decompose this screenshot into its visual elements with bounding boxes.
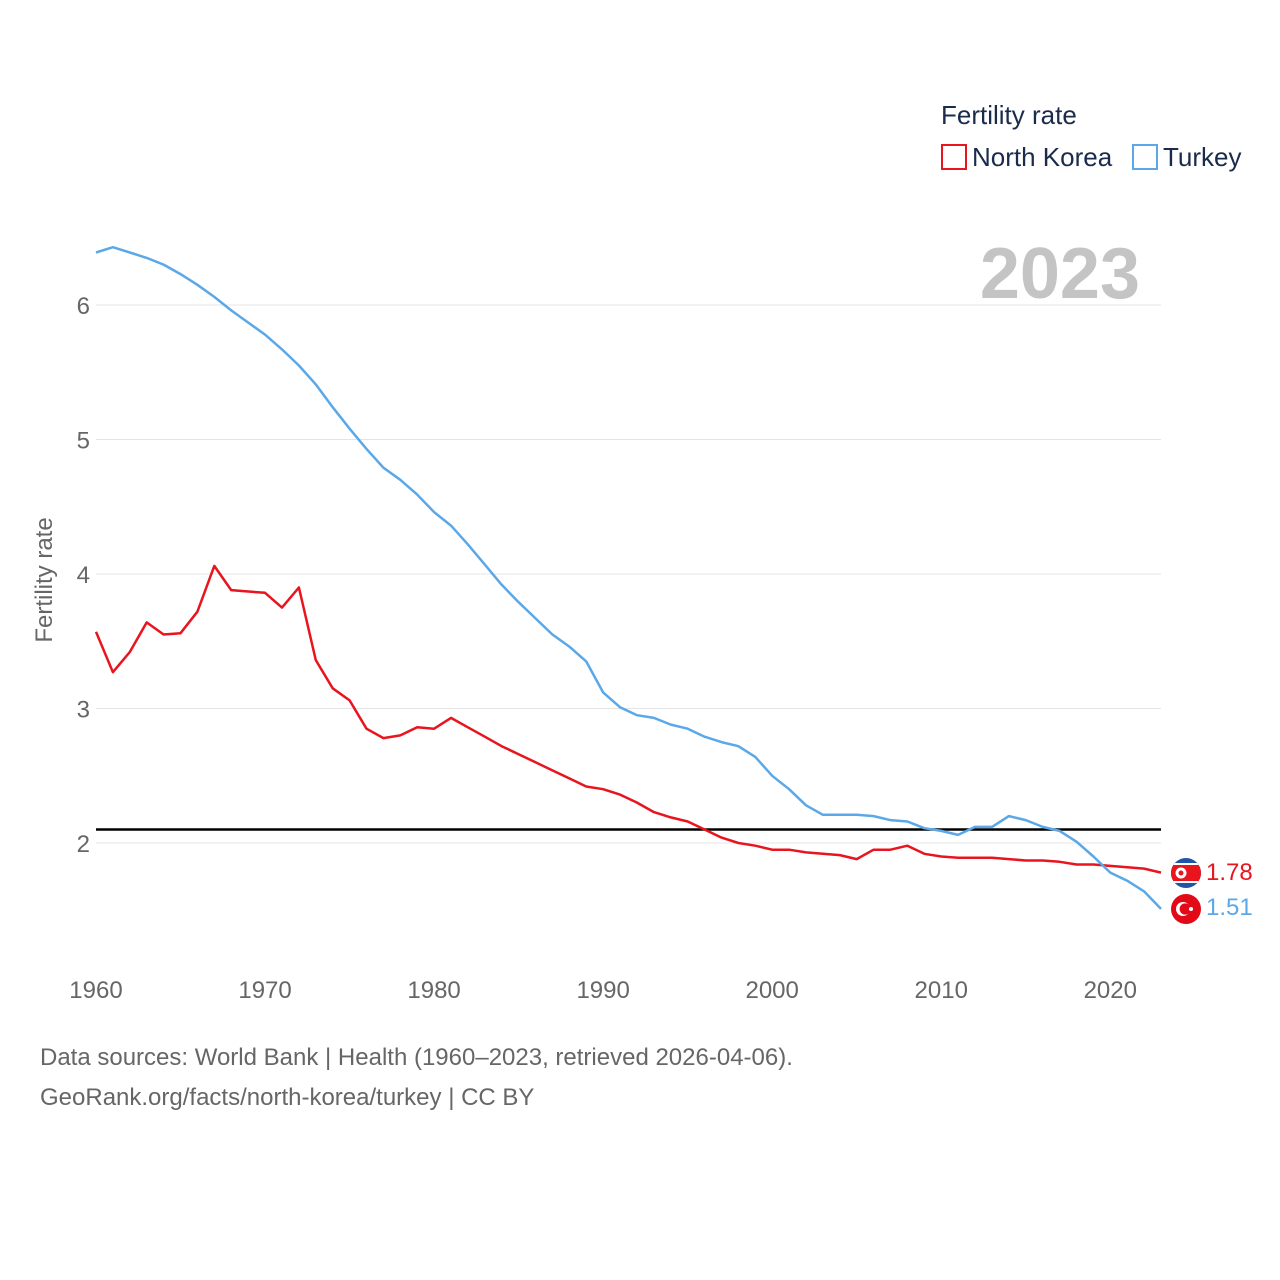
legend: Fertility rate North Korea Turkey	[941, 100, 1242, 172]
gridlines	[96, 304, 1161, 844]
end-value-turkey: 1.51	[1206, 894, 1253, 921]
x-tick-label-2000: 2000	[745, 977, 798, 1004]
end-marker-turkey	[1171, 894, 1201, 924]
legend-label-north-korea[interactable]: North Korea	[972, 142, 1113, 172]
y-tick-label-6: 6	[77, 293, 90, 320]
series-lines	[94, 245, 1162, 910]
y-tick-label-3: 3	[77, 697, 90, 724]
y-tick-label-5: 5	[77, 428, 90, 455]
y-axis-title: Fertility rate	[31, 517, 58, 642]
y-tick-label-2: 2	[77, 831, 90, 858]
x-tick-label-1960: 1960	[69, 977, 122, 1004]
legend-label-turkey[interactable]: Turkey	[1163, 142, 1242, 172]
end-value-north-korea: 1.78	[1206, 859, 1253, 886]
end-marker-north-korea	[1171, 858, 1201, 888]
x-tick-label-1970: 1970	[238, 977, 291, 1004]
x-tick-label-2020: 2020	[1084, 977, 1137, 1004]
source-line-1: Data sources: World Bank | Health (1960–…	[40, 1044, 793, 1071]
x-tick-label-1980: 1980	[407, 977, 460, 1004]
legend-swatch-turkey[interactable]	[1132, 144, 1158, 170]
year-label: 2023	[980, 234, 1140, 314]
x-axis-ticks: 1960 1970 1980 1990 2000 2010 2020	[69, 977, 1137, 1004]
legend-swatch-north-korea[interactable]	[941, 144, 967, 170]
x-tick-label-1990: 1990	[576, 977, 629, 1004]
source-line-2[interactable]: GeoRank.org/facts/north-korea/turkey | C…	[40, 1084, 535, 1111]
series-line-turkey[interactable]	[95, 245, 1162, 910]
x-tick-label-2010: 2010	[915, 977, 968, 1004]
legend-title: Fertility rate	[941, 100, 1077, 130]
series-line-north-korea[interactable]	[94, 564, 1162, 874]
y-axis-ticks: 2 3 4 5 6	[77, 293, 90, 858]
y-tick-label-4: 4	[77, 562, 90, 589]
